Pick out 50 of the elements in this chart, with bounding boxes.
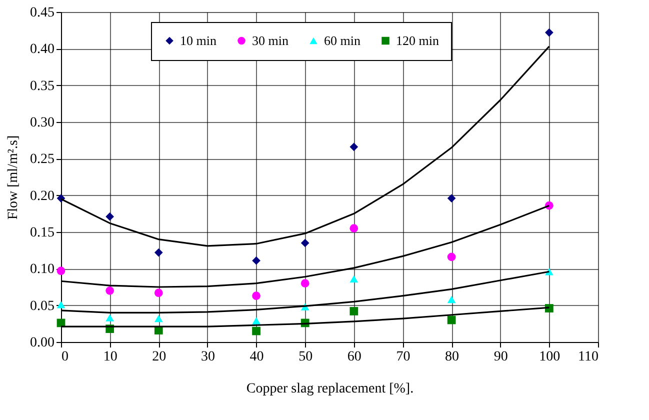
point [447, 296, 456, 304]
x-tick-label: 40 [250, 350, 264, 364]
x-tick-label: 20 [152, 350, 166, 364]
point [545, 304, 554, 312]
y-tick-label: 0.10 [30, 262, 54, 278]
point [252, 256, 260, 265]
y-tick-label: 0.25 [30, 152, 54, 168]
x-tick-label: 30 [200, 350, 215, 364]
x-tick-label: 90 [494, 350, 508, 364]
y-tick-label: 0.00 [30, 336, 54, 350]
legend-label: 120 min [396, 32, 440, 48]
point [154, 248, 163, 257]
x-tick-label: 70 [396, 350, 410, 364]
point [350, 275, 358, 283]
x-tick-label: 60 [347, 350, 362, 364]
point [252, 326, 260, 336]
y-tick-label: 0.35 [30, 78, 54, 94]
legend-label: 10 min [180, 32, 217, 48]
point [545, 28, 554, 37]
point [447, 316, 456, 324]
point [252, 317, 260, 324]
point [252, 292, 260, 300]
y-tick-label: 0.05 [30, 298, 54, 314]
point [300, 279, 310, 288]
y-axis-title: Flow [ml/m².s] [6, 135, 21, 220]
point [350, 307, 358, 316]
point [154, 314, 163, 322]
point [106, 212, 114, 221]
legend-label: 60 min [324, 32, 361, 48]
point [447, 194, 456, 202]
point [350, 142, 358, 152]
x-tick-label: 110 [578, 350, 598, 364]
y-tick-label: 0.15 [30, 226, 54, 240]
x-tick-label: 50 [298, 350, 313, 364]
x-tick-label: 100 [539, 350, 560, 364]
point [350, 224, 358, 233]
x-tick-label: 0 [62, 350, 68, 364]
x-tick-label: 80 [445, 350, 460, 364]
point [106, 314, 114, 322]
point [300, 238, 310, 248]
y-tick-label: 0.40 [30, 42, 54, 58]
x-tick-label: 10 [103, 350, 118, 364]
legend-label: 30 min [252, 32, 289, 48]
x-axis-title: Copper slag replacement [%]. [246, 382, 414, 396]
point [154, 288, 163, 298]
y-tick-label: 0.20 [30, 188, 54, 204]
point [447, 252, 456, 262]
y-tick-label: 0.30 [30, 116, 54, 130]
point [106, 286, 114, 295]
y-tick-label: 0.45 [30, 6, 54, 20]
